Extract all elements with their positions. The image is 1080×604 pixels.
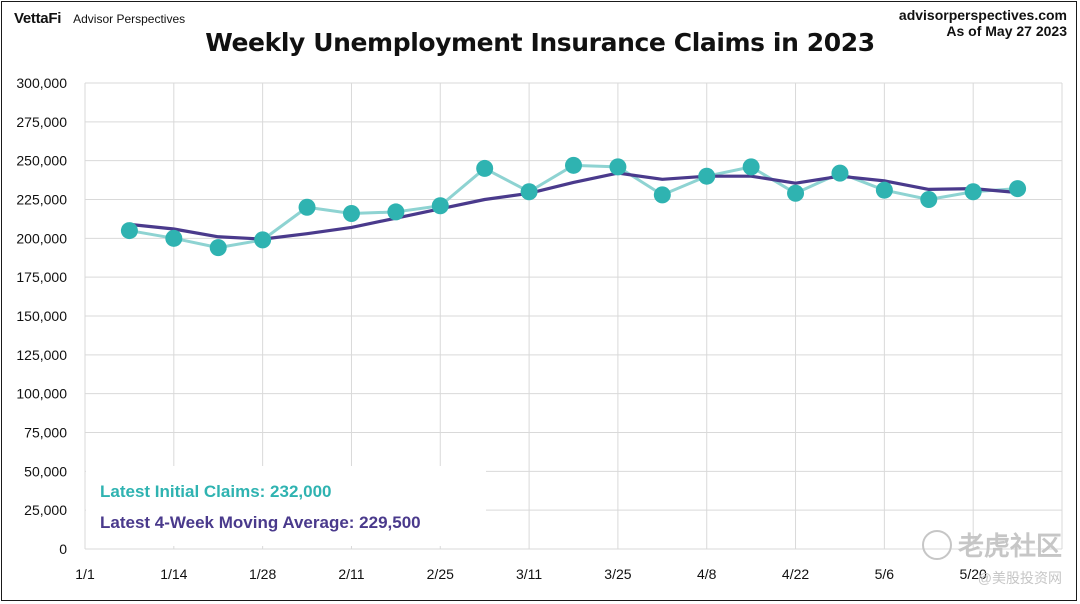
initial-claims-point [209, 239, 227, 257]
y-tick-label: 125,000 [16, 347, 67, 363]
y-tick-label: 175,000 [16, 269, 67, 285]
x-tick-label: 4/8 [697, 566, 717, 582]
y-tick-label: 75,000 [24, 425, 67, 441]
initial-claims-point [831, 164, 849, 182]
initial-claims-point [431, 197, 449, 215]
brand-subtitle: Advisor Perspectives [73, 12, 186, 26]
x-tick-label: 4/22 [782, 566, 809, 582]
source-info: advisorperspectives.com As of May 27 202… [899, 7, 1067, 39]
tiger-logo-icon [921, 529, 952, 560]
initial-claims-point [565, 156, 582, 174]
y-tick-label: 150,000 [16, 308, 67, 324]
legend-moving-average: Latest 4-Week Moving Average: 229,500 [100, 513, 421, 532]
x-tick-label: 2/25 [427, 566, 454, 582]
y-tick-label: 25,000 [24, 502, 67, 518]
x-tick-label: 1/14 [160, 566, 187, 582]
legend-box [86, 466, 486, 546]
initial-claims-point [165, 229, 183, 247]
x-tick-label: 3/11 [516, 566, 542, 582]
initial-claims-point [742, 158, 760, 176]
chart-title: Weekly Unemployment Insurance Claims in … [205, 28, 875, 57]
initial-claims-point [342, 204, 360, 222]
vettafi-logo: VettaFi [14, 10, 62, 27]
watermark-text: 老虎社区 [957, 531, 1062, 561]
x-tick-label: 5/20 [960, 566, 987, 582]
x-tick-label: 3/25 [604, 566, 631, 582]
initial-claims-point [1009, 180, 1027, 198]
initial-claims-point [964, 183, 982, 201]
grid-lines [84, 82, 1063, 550]
site-url: advisorperspectives.com [898, 7, 1067, 23]
x-axis-labels: 1/1 1/14 1/28 2/11 2/25 3/11 3/25 4/8 4/22 5/6 5/2… [75, 566, 987, 582]
watermark: 老虎社区 [921, 526, 1062, 563]
y-tick-label: 0 [59, 541, 67, 557]
initial-claims-point [875, 181, 893, 199]
y-tick-label: 200,000 [16, 230, 67, 246]
x-tick-label: 5/6 [875, 566, 895, 582]
y-tick-label: 250,000 [16, 153, 67, 169]
initial-claims-point [787, 184, 805, 202]
y-tick-label: 50,000 [24, 463, 67, 479]
legend-initial-claims: Latest Initial Claims: 232,000 [100, 482, 332, 501]
initial-claims-point [520, 183, 538, 201]
watermark-subtext: @美股投资网 [977, 570, 1062, 586]
initial-claims-point [120, 222, 138, 240]
initial-claims-point [653, 186, 671, 204]
x-tick-label: 1/1 [75, 566, 95, 582]
initial-claims-point [298, 198, 316, 216]
initial-claims-point [476, 159, 494, 177]
y-tick-label: 300,000 [16, 75, 67, 91]
series-layer [120, 156, 1027, 257]
x-tick-label: 1/28 [249, 566, 276, 582]
initial-claims-point [254, 231, 272, 249]
initial-claims-point [609, 158, 627, 176]
y-tick-label: 225,000 [16, 192, 67, 208]
y-axis-labels: 0 25,000 50,000 75,000 100,000 125,000 150,000… [16, 75, 67, 557]
initial-claims-point [387, 203, 405, 221]
initial-claims-point [920, 191, 938, 208]
moving-average-line [129, 171, 1018, 241]
x-tick-label: 2/11 [338, 566, 364, 582]
as-of-date: As of May 27 2023 [946, 23, 1067, 39]
y-tick-label: 275,000 [16, 114, 67, 130]
brand: VettaFi Advisor Perspectives [14, 10, 185, 27]
y-tick-label: 100,000 [16, 386, 67, 402]
initial-claims-point [698, 167, 716, 185]
